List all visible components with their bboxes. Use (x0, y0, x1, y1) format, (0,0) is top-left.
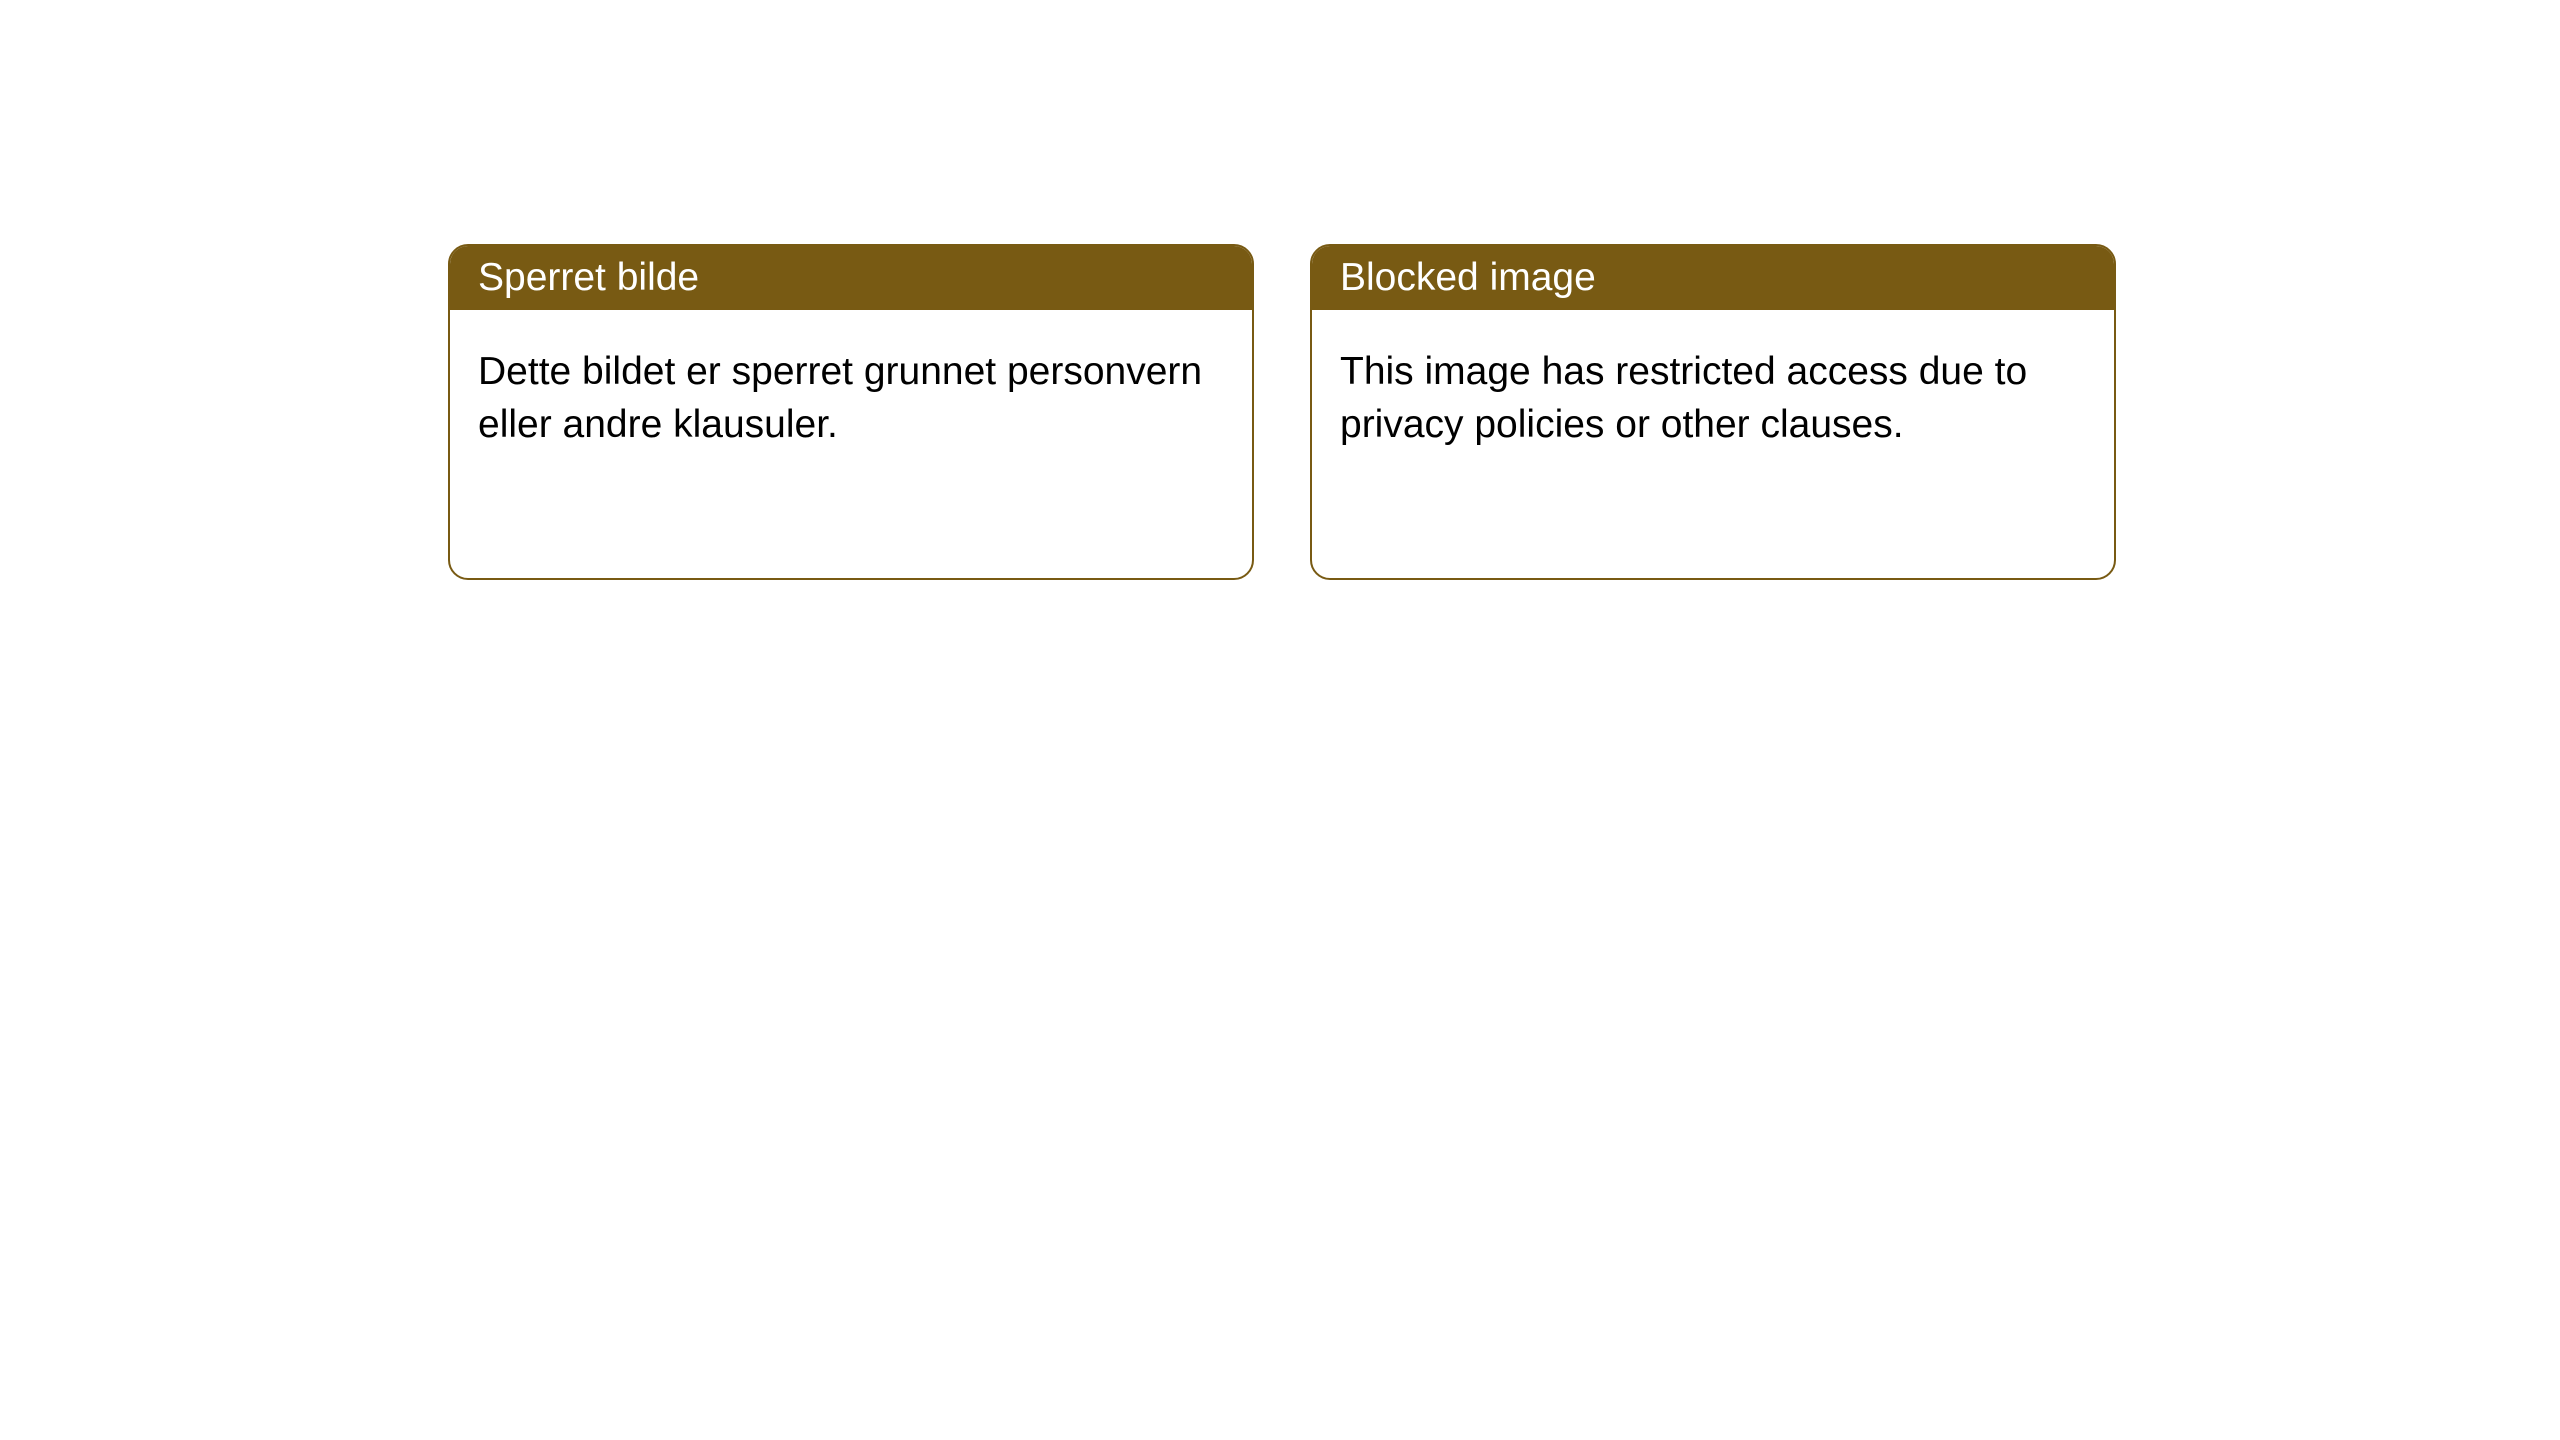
notice-card-body: This image has restricted access due to … (1312, 310, 2114, 487)
notice-card-english: Blocked image This image has restricted … (1310, 244, 2116, 580)
notice-container: Sperret bilde Dette bildet er sperret gr… (0, 0, 2560, 580)
notice-card-norwegian: Sperret bilde Dette bildet er sperret gr… (448, 244, 1254, 580)
notice-card-title: Blocked image (1312, 246, 2114, 310)
notice-card-title: Sperret bilde (450, 246, 1252, 310)
notice-card-body: Dette bildet er sperret grunnet personve… (450, 310, 1252, 487)
